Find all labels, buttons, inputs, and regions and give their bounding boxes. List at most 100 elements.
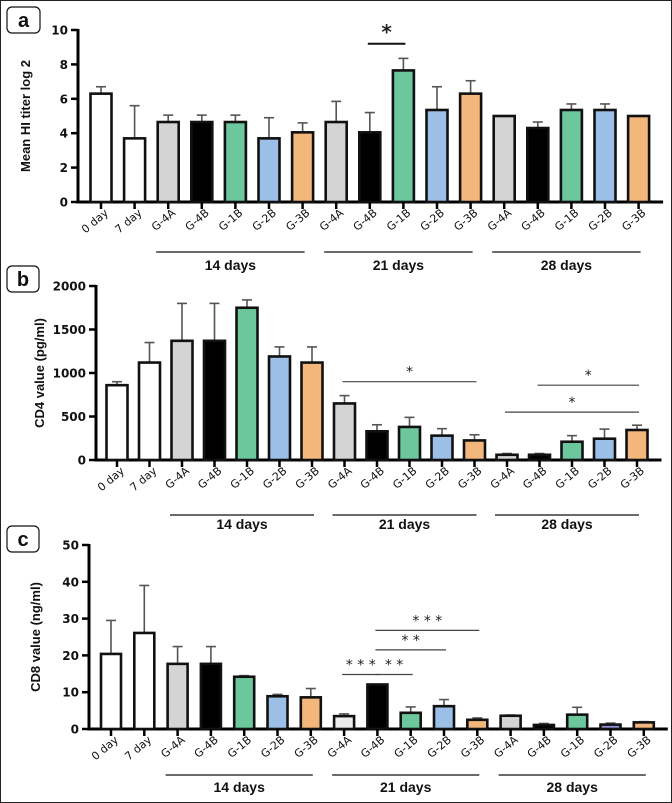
x-tick-label: G-4A	[488, 464, 517, 492]
bar	[324, 120, 349, 204]
y-tick-label: 50	[62, 539, 79, 553]
x-tick-label: G-2B	[586, 206, 615, 233]
x-tick-label: G-2B	[418, 206, 447, 233]
x-tick-label: G-1B	[552, 206, 581, 233]
panel-label-box	[6, 525, 40, 553]
bar	[365, 429, 389, 462]
bar	[166, 662, 189, 731]
bar	[170, 339, 194, 462]
significance-marker: *	[569, 395, 576, 411]
significance-marker: * *	[401, 633, 419, 649]
bar	[223, 120, 248, 204]
x-tick-label: G-4A	[485, 206, 514, 234]
x-tick-label: G-1B	[384, 206, 413, 233]
x-tick-label: G-2B	[585, 464, 614, 491]
bar	[366, 683, 389, 731]
bar	[300, 361, 324, 462]
bar	[235, 306, 259, 462]
group-label: 14 days	[205, 257, 257, 273]
x-tick-label: G-4B	[358, 733, 387, 760]
group-label: 14 days	[216, 516, 268, 532]
panel-label-box	[6, 6, 41, 34]
bar	[625, 428, 649, 462]
x-tick-label: G-2B	[423, 464, 452, 491]
x-tick-label: G-4B	[358, 464, 387, 491]
x-tick-label: 7 day	[113, 206, 145, 236]
bar	[133, 631, 156, 731]
x-tick-label: G-3B	[293, 464, 322, 491]
bar	[632, 721, 656, 731]
x-tick-label: G-4B	[183, 206, 212, 233]
y-axis-label: CD4 value (pg/ml)	[32, 318, 47, 428]
x-tick-label: G-1B	[392, 733, 421, 760]
y-tick-label: 2	[60, 161, 68, 175]
bar	[592, 437, 617, 462]
x-tick-label: G-4B	[520, 464, 549, 491]
y-tick-label: 0	[60, 196, 68, 210]
y-tick-label: 10	[62, 686, 79, 700]
bar	[527, 453, 552, 462]
bar	[332, 402, 357, 462]
x-tick-label: G-4A	[163, 464, 192, 492]
x-tick-label: G-1B	[228, 464, 257, 491]
bar	[232, 675, 256, 731]
x-tick-label: G-4A	[325, 464, 354, 492]
y-tick-label: 40	[62, 575, 79, 589]
x-tick-label: G-3B	[451, 206, 480, 233]
y-tick-label: 0	[71, 723, 79, 737]
bar	[559, 108, 584, 204]
bar	[99, 652, 123, 731]
x-tick-label: 0 day	[95, 464, 127, 494]
bar	[122, 137, 147, 204]
group-label: 14 days	[214, 779, 266, 795]
bar	[593, 108, 617, 204]
group-label: 28 days	[541, 257, 593, 273]
bar	[266, 694, 289, 731]
x-tick-label: G-1B	[225, 733, 254, 760]
x-tick-label: G-4A	[317, 206, 346, 234]
panel-label-box	[6, 265, 40, 293]
panel-label: a	[18, 10, 30, 32]
group-label: 21 days	[379, 516, 431, 532]
bar	[190, 120, 214, 204]
bar	[399, 711, 423, 731]
bar	[425, 108, 449, 204]
y-tick-label: 4	[60, 127, 68, 141]
x-tick-label: G-4B	[351, 206, 380, 233]
x-tick-label: G-2B	[250, 206, 279, 233]
significance-marker: *	[381, 20, 392, 44]
bar	[525, 126, 550, 204]
bar	[599, 723, 622, 731]
x-tick-label: G-4A	[325, 733, 354, 761]
x-tick-label: 0 day	[79, 206, 111, 236]
bar	[391, 69, 416, 204]
bar	[626, 114, 651, 204]
x-tick-label: G-3B	[619, 206, 648, 233]
x-tick-label: G-4A	[149, 206, 178, 234]
y-tick-label: 1000	[53, 367, 86, 381]
bar	[199, 662, 223, 731]
x-tick-label: G-4A	[158, 733, 187, 761]
significance-marker: * * *	[346, 658, 376, 674]
panel-label: c	[17, 529, 28, 551]
y-tick-label: 10	[51, 24, 68, 38]
bar	[137, 361, 162, 462]
x-tick-label: G-1B	[558, 733, 587, 760]
bar	[105, 383, 129, 462]
panel-label: b	[17, 269, 29, 291]
bar	[299, 696, 323, 731]
y-tick-label: 2000	[53, 280, 86, 294]
bar	[430, 434, 454, 462]
x-tick-label: G-2B	[425, 733, 454, 760]
group-label: 28 days	[547, 779, 599, 795]
x-tick-label: G-1B	[390, 464, 419, 491]
y-tick-label: 20	[62, 649, 79, 663]
x-tick-label: G-2B	[591, 733, 620, 760]
significance-marker: *	[406, 365, 413, 381]
x-tick-label: G-3B	[618, 464, 647, 491]
x-tick-label: G-1B	[216, 206, 245, 233]
bar	[492, 114, 517, 204]
y-tick-label: 6	[60, 92, 68, 106]
y-tick-label: 30	[62, 612, 79, 626]
x-tick-label: G-4B	[195, 464, 224, 491]
